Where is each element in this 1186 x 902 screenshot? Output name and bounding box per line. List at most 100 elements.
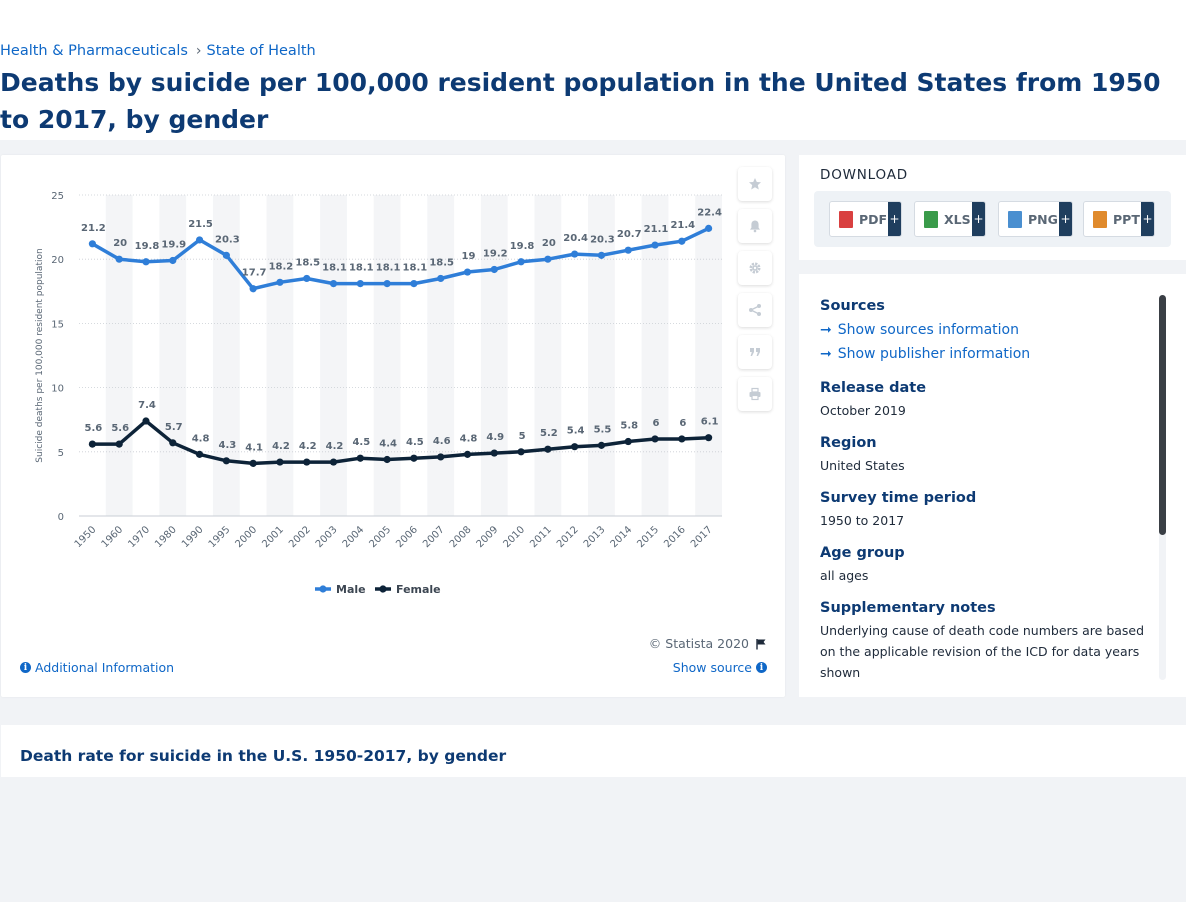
data-point-female [490, 449, 498, 457]
data-point-male [329, 279, 338, 288]
x-tick-label: 2006 [394, 524, 420, 550]
data-label-female: 4.8 [192, 433, 210, 444]
data-point-male [678, 237, 686, 245]
download-buttons: PDF + XLS + PNG + PPT + [814, 191, 1171, 247]
data-point-female [222, 457, 230, 465]
data-label-male: 20.7 [617, 229, 642, 240]
data-point-male [544, 255, 552, 263]
data-point-female [571, 443, 579, 451]
chart-toolbar [738, 167, 774, 419]
region-value: United States [820, 458, 905, 473]
supplementary-notes-value: Underlying cause of death code numbers a… [820, 623, 1145, 680]
data-label-female: 4.8 [460, 433, 478, 444]
legend-label-male: Male [336, 583, 366, 596]
data-point-male [437, 274, 445, 283]
breadcrumb-item-state-of-health[interactable]: State of Health [206, 43, 316, 59]
download-ppt-button[interactable]: PPT + [1083, 201, 1155, 237]
x-tick-label: 1960 [100, 524, 126, 550]
data-point-female [651, 435, 659, 443]
plus-icon: + [1059, 202, 1072, 236]
x-tick-label: 2017 [689, 524, 715, 550]
y-tick-label: 0 [58, 512, 64, 523]
chart-card: 0 5 10 15 20 25 Suicide deaths per 100,000 res… [1, 155, 785, 697]
xls-file-icon [924, 210, 938, 228]
data-point-female [142, 417, 150, 425]
data-label-male: 20.3 [215, 234, 240, 245]
data-point-male [142, 258, 150, 266]
data-label-female: 4.5 [406, 437, 424, 448]
png-file-icon [1008, 210, 1022, 228]
data-point-male [303, 274, 311, 283]
flag-icon[interactable] [755, 638, 767, 650]
show-publisher-link[interactable]: ➞ Show publisher information [820, 346, 1030, 362]
data-point-female [356, 454, 364, 462]
settings-button[interactable] [738, 251, 772, 285]
page-title: Deaths by suicide per 100,000 resident p… [0, 68, 1161, 134]
favorite-button[interactable] [738, 167, 772, 201]
data-label-female: 6 [653, 418, 660, 429]
data-point-female [437, 453, 445, 461]
survey-period-value: 1950 to 2017 [820, 513, 905, 528]
supplementary-notes-heading: Supplementary notes [820, 600, 996, 616]
x-tick-label: 2013 [582, 524, 608, 550]
data-point-female [544, 445, 552, 453]
x-tick-label: 2014 [609, 524, 635, 550]
data-point-male [115, 255, 123, 263]
x-tick-label: 2008 [448, 524, 474, 550]
download-png-button[interactable]: PNG + [998, 201, 1073, 237]
data-point-male [571, 250, 579, 258]
data-point-male [356, 279, 364, 288]
related-statistic-title[interactable]: Death rate for suicide in the U.S. 1950-… [20, 747, 507, 765]
cite-button[interactable] [738, 335, 772, 369]
data-label-male: 21.1 [644, 224, 669, 235]
series-line-female [92, 419, 709, 466]
data-point-female [597, 441, 606, 449]
share-button[interactable] [738, 293, 772, 327]
data-point-male [624, 246, 632, 254]
data-label-male: 18.1 [403, 263, 428, 274]
x-tick-label: 2010 [501, 524, 527, 550]
show-source-link[interactable]: Show source i [673, 660, 767, 675]
data-point-female [463, 450, 472, 458]
print-button[interactable] [738, 377, 772, 411]
data-label-male: 18.5 [429, 257, 454, 268]
download-pdf-label: PDF [859, 211, 888, 227]
x-tick-label: 1990 [180, 524, 206, 550]
x-tick-label: 1950 [73, 524, 99, 550]
scrollbar[interactable] [1159, 295, 1166, 680]
pdf-file-icon [839, 210, 853, 228]
data-label-male: 19.9 [161, 239, 186, 250]
column-band [105, 195, 133, 516]
show-sources-link[interactable]: ➞ Show sources information [820, 322, 1019, 338]
data-point-female [383, 455, 391, 464]
data-point-female [705, 434, 713, 442]
data-label-female: 5.8 [620, 421, 638, 432]
column-band [588, 195, 615, 516]
data-point-male [410, 279, 418, 288]
data-point-female [329, 458, 338, 466]
data-label-female: 5.7 [165, 422, 183, 433]
download-xls-button[interactable]: XLS + [914, 201, 986, 237]
statistic-info-panel: Sources ➞ Show sources information ➞ Sho… [799, 274, 1186, 697]
data-label-male: 20 [113, 238, 127, 249]
x-tick-label: 2015 [635, 524, 661, 550]
data-label-male: 19.8 [135, 241, 160, 252]
data-point-female [115, 440, 123, 448]
data-point-male [463, 268, 472, 276]
column-band [373, 195, 401, 516]
scrollbar-thumb[interactable] [1159, 295, 1166, 535]
data-label-female: 5 [519, 431, 526, 442]
copyright-text: © Statista 2020 [648, 636, 749, 651]
data-label-female: 4.6 [433, 436, 451, 447]
column-band [266, 195, 294, 516]
breadcrumb-item-health[interactable]: Health & Pharmaceuticals [0, 43, 188, 59]
x-tick-label: 1970 [126, 524, 152, 550]
star-icon [749, 178, 761, 190]
plus-icon: + [1141, 202, 1154, 236]
notification-button[interactable] [738, 209, 772, 243]
data-label-male: 18.1 [322, 263, 347, 274]
download-pdf-button[interactable]: PDF + [829, 201, 902, 237]
ppt-file-icon [1093, 210, 1107, 228]
additional-information-link[interactable]: i Additional Information [20, 660, 174, 675]
data-label-female: 4.1 [245, 442, 263, 453]
